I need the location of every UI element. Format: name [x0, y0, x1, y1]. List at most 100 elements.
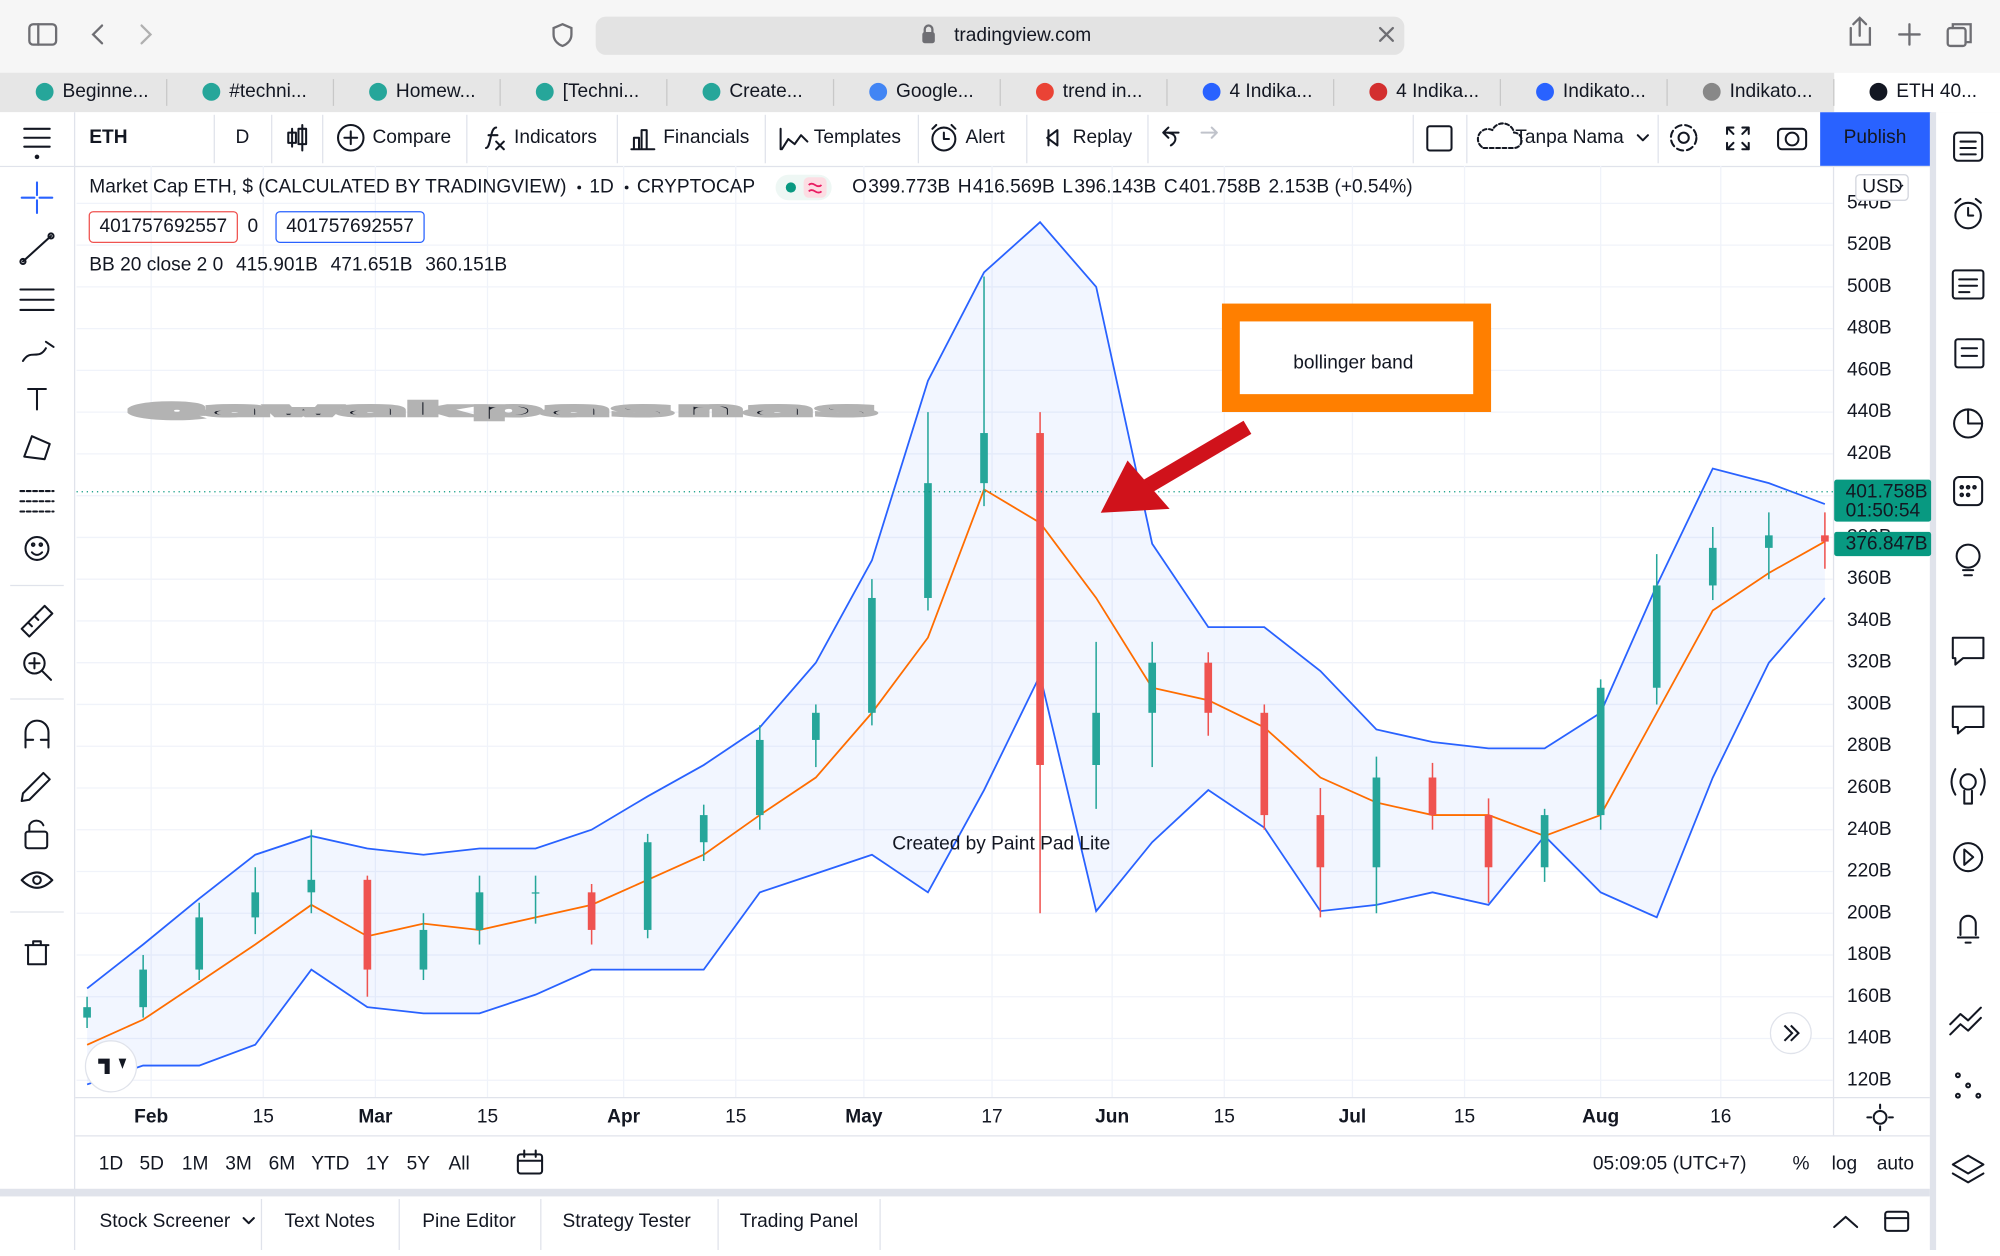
candle-body: [531, 892, 540, 894]
y-tick-label: 180B: [1847, 944, 1892, 965]
status-dot: [785, 182, 796, 193]
interval[interactable]: D: [235, 127, 249, 148]
tab-title[interactable]: [Techni...: [563, 81, 640, 102]
drawing-tool-icons[interactable]: [19, 181, 55, 966]
active-tab: [1834, 72, 2000, 113]
sell-button-box[interactable]: [88, 211, 238, 243]
y-tick-label: 460B: [1847, 359, 1892, 380]
panel-tab[interactable]: Strategy Tester: [562, 1211, 691, 1232]
publish-label[interactable]: Publish: [1844, 127, 1907, 148]
bb-price: 376.847B: [1846, 534, 1928, 555]
x-tick-label: May: [845, 1106, 883, 1127]
sell-button[interactable]: 401757692557: [99, 216, 227, 237]
range-button[interactable]: 1D: [99, 1154, 123, 1175]
range-button[interactable]: YTD: [311, 1154, 349, 1175]
tab-favicon: [202, 82, 221, 101]
range-button[interactable]: All: [449, 1154, 470, 1175]
candle-body: [868, 597, 876, 713]
tab-favicon: [35, 82, 54, 101]
publish-button[interactable]: [1820, 112, 1932, 166]
bottom-icons[interactable]: [242, 1103, 1910, 1232]
candle-body: [1428, 777, 1437, 816]
currency-label: USD: [1862, 177, 1902, 198]
tab-title[interactable]: Indikato...: [1563, 81, 1646, 102]
currency-button[interactable]: [1855, 174, 1909, 201]
address-text[interactable]: tradingview.com: [954, 25, 1091, 46]
ohlc-value: 416.569B: [973, 177, 1055, 198]
toolbar-button[interactable]: Alert: [966, 127, 1006, 148]
candle-body: [699, 815, 708, 843]
last-price: 401.758B: [1846, 481, 1928, 502]
candle-body: [1148, 662, 1157, 713]
toolbar-button[interactable]: Compare: [372, 127, 451, 148]
candle-body: [812, 712, 820, 740]
y-tick-label: 500B: [1847, 276, 1892, 297]
candle-body: [643, 842, 652, 930]
tab-title[interactable]: #techni...: [229, 81, 307, 102]
tab-favicon: [1869, 82, 1888, 101]
ohlc-key: H: [958, 177, 972, 198]
tab-favicon: [369, 82, 387, 101]
tab-title[interactable]: 4 Indika...: [1229, 81, 1312, 102]
scale-option[interactable]: %: [1793, 1154, 1810, 1175]
clock[interactable]: 05:09:05 (UTC+7): [1593, 1154, 1747, 1175]
range-button[interactable]: 5D: [140, 1154, 164, 1175]
x-tick-label: 15: [253, 1106, 274, 1127]
dot: [624, 185, 629, 190]
annotation-arrowhead: [1100, 460, 1170, 513]
tv-logo-mark: [98, 1058, 127, 1074]
address-bar[interactable]: [595, 16, 1405, 55]
band-line: [86, 220, 1826, 990]
range-button[interactable]: 5Y: [407, 1154, 431, 1175]
panel-tab[interactable]: Trading Panel: [740, 1211, 858, 1232]
scroll-arrow: [1783, 1024, 1800, 1042]
sidebar-icons[interactable]: [1949, 131, 1986, 1184]
toolbar-button[interactable]: Replay: [1073, 127, 1133, 148]
legend-interval: 1D: [589, 177, 613, 198]
range-button[interactable]: 3M: [225, 1154, 252, 1175]
y-tick-label: 200B: [1847, 902, 1892, 923]
ohlc-value: 396.143B: [1074, 177, 1156, 198]
candle-body: [1092, 712, 1100, 765]
range-button[interactable]: 1Y: [366, 1154, 390, 1175]
y-tick-label: 280B: [1847, 735, 1892, 756]
panel-tab[interactable]: Text Notes: [284, 1211, 374, 1232]
candle-body: [1372, 777, 1381, 868]
ohlc-change: 2.153B (+0.54%): [1269, 177, 1413, 198]
spread: 0: [248, 216, 259, 237]
band-line: [86, 597, 1826, 1086]
tab-title[interactable]: Indikato...: [1730, 81, 1813, 102]
x-tick-label: 17: [981, 1106, 1002, 1127]
tab-title[interactable]: 4 Indika...: [1396, 81, 1479, 102]
buy-button[interactable]: 401757692557: [286, 216, 414, 237]
candle-body: [1484, 815, 1493, 868]
y-tick-label: 160B: [1847, 986, 1892, 1007]
ohlc-value: 401.758B: [1179, 177, 1261, 198]
tab-title[interactable]: Homew...: [396, 81, 476, 102]
layout-name[interactable]: Tanpa Nama: [1515, 127, 1624, 148]
tab-title[interactable]: Google...: [896, 81, 974, 102]
symbol[interactable]: ETH: [89, 127, 127, 148]
range-button[interactable]: 1M: [182, 1154, 209, 1175]
tab-title[interactable]: Create...: [729, 81, 802, 102]
scale-option[interactable]: auto: [1877, 1154, 1914, 1175]
tab-title[interactable]: Beginne...: [62, 81, 148, 102]
toolbar-button[interactable]: Financials: [663, 127, 749, 148]
tab-favicon: [1702, 82, 1721, 101]
buy-button-box[interactable]: [275, 211, 425, 243]
tab-favicon: [702, 82, 721, 101]
range-button[interactable]: 6M: [269, 1154, 296, 1175]
panel-tab[interactable]: Pine Editor: [422, 1211, 516, 1232]
candle-body: [1821, 535, 1829, 542]
toolbar-button[interactable]: Templates: [814, 127, 901, 148]
scale-option[interactable]: log: [1832, 1154, 1858, 1175]
tab-title[interactable]: ETH 40...: [1896, 81, 1977, 102]
toolbar-button[interactable]: Indicators: [514, 127, 597, 148]
annotation-box: [1221, 303, 1492, 412]
y-tick-label: 140B: [1847, 1028, 1892, 1049]
panel-tab[interactable]: Stock Screener: [99, 1211, 230, 1232]
legend-title: Market Cap ETH, $ (CALCULATED BY TRADING…: [89, 177, 566, 198]
tab-title[interactable]: trend in...: [1063, 81, 1143, 102]
x-tick-label: Jul: [1339, 1106, 1367, 1127]
